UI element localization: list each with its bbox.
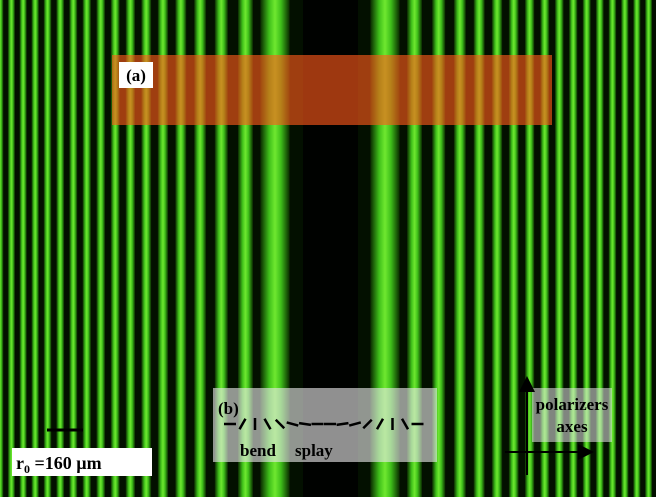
fringe bbox=[633, 0, 640, 497]
fringe bbox=[83, 0, 91, 497]
scale-symbol: r bbox=[16, 453, 24, 473]
label-b: (b) bbox=[218, 399, 239, 418]
fringe bbox=[621, 0, 628, 497]
axes-label: axes bbox=[556, 417, 588, 436]
fringe bbox=[56, 0, 64, 497]
micrograph: (a) (b) bend splay r0 =160 µm polarizers… bbox=[0, 0, 656, 497]
fringe bbox=[44, 0, 52, 497]
region-a bbox=[112, 55, 552, 125]
fringe bbox=[8, 0, 15, 497]
director-segment bbox=[337, 423, 349, 425]
splay-label: splay bbox=[295, 441, 333, 460]
label-a: (a) bbox=[126, 66, 146, 85]
bend-label: bend bbox=[240, 441, 276, 460]
fringe bbox=[0, 0, 3, 497]
fringe bbox=[96, 0, 105, 497]
scale-text: =160 µm bbox=[30, 453, 102, 473]
fringe bbox=[20, 0, 27, 497]
fringe bbox=[69, 0, 77, 497]
director-segment bbox=[299, 423, 311, 425]
fringe bbox=[31, 0, 38, 497]
fringe bbox=[645, 0, 652, 497]
polarizers-label: polarizers bbox=[536, 395, 609, 414]
